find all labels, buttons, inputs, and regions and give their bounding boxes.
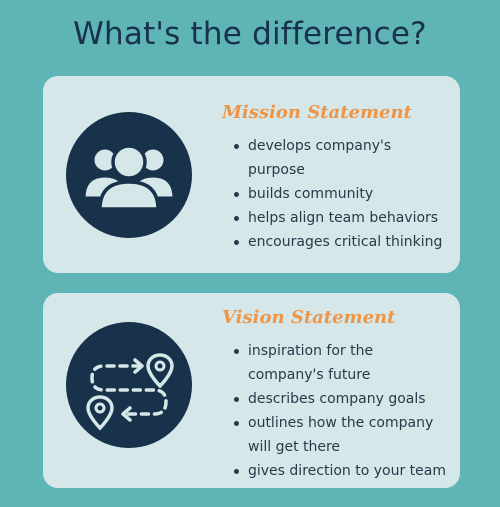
list-item: builds community [232, 182, 447, 206]
mission-card: Mission Statement develops company's purp… [43, 76, 460, 273]
list-item: outlines how the company will get there [232, 411, 447, 459]
list-item-text: builds community [248, 186, 374, 202]
people-group-icon [66, 112, 192, 238]
list-item: describes company goals [232, 387, 447, 411]
list-item-text-cont: purpose [248, 162, 305, 178]
list-item-text: encourages critical thinking [248, 234, 443, 250]
list-item: develops company's purpose [232, 134, 447, 182]
list-item-text: helps align team behaviors [248, 210, 439, 226]
list-item-text: outlines how the company [248, 415, 434, 431]
list-item-text: describes company goals [248, 391, 426, 407]
list-item: helps align team behaviors [232, 206, 447, 230]
route-pins-icon [66, 322, 192, 448]
list-item-text: develops company's [248, 138, 392, 154]
vision-list: inspiration for the company's future desc… [232, 339, 447, 483]
list-item-text-cont: company's future [248, 367, 371, 383]
vision-heading: Vision Statement [222, 307, 396, 328]
page-title: What's the difference? [73, 16, 427, 52]
vision-card: Vision Statement inspiration for the comp… [43, 293, 460, 488]
list-item: inspiration for the company's future [232, 339, 447, 387]
mission-heading: Mission Statement [222, 102, 412, 123]
list-item-text-cont: will get there [248, 439, 341, 455]
list-item: gives direction to your team [232, 459, 447, 483]
list-item-text: inspiration for the [248, 343, 374, 359]
mission-list: develops company's purpose builds communi… [232, 134, 447, 254]
list-item: encourages critical thinking [232, 230, 447, 254]
list-item-text: gives direction to your team [248, 463, 446, 479]
